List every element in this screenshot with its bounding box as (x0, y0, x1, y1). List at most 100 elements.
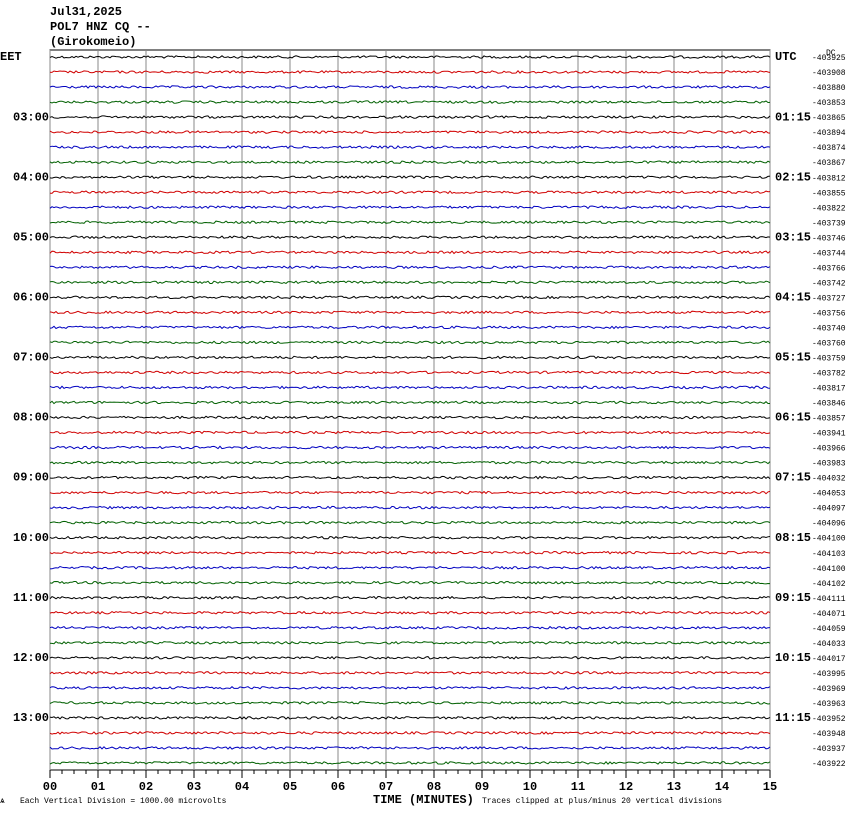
dc-value: -403766 (812, 264, 846, 273)
trace (49, 265, 771, 270)
dc-value: -404053 (812, 490, 846, 499)
header-line: (Girokomeio) (50, 35, 136, 49)
trace (49, 325, 771, 330)
trace (49, 280, 771, 285)
dc-value: -403995 (812, 670, 846, 679)
dc-label: DC (826, 49, 836, 58)
x-tick-label: 13 (667, 780, 681, 794)
trace (49, 761, 771, 765)
trace (49, 205, 771, 210)
x-tick-label: 10 (523, 780, 537, 794)
trace (49, 55, 771, 59)
dc-value: -404017 (812, 655, 846, 664)
left-time-label: 03:00 (13, 110, 49, 124)
trace (49, 295, 771, 300)
x-tick-label: 09 (475, 780, 489, 794)
footnote: Each Vertical Division = 1000.00 microvo… (20, 797, 227, 806)
trace (49, 490, 771, 495)
trace (49, 160, 771, 165)
dc-value: -404111 (812, 595, 846, 604)
left-time-label: 07:00 (13, 351, 49, 365)
trace (49, 655, 771, 660)
x-tick-label: 06 (331, 780, 345, 794)
right-time-label: 09:15 (775, 591, 811, 605)
dc-value: -403746 (812, 234, 846, 243)
dc-value: -403963 (812, 700, 846, 709)
trace (49, 716, 771, 720)
dc-value: -403857 (812, 415, 846, 424)
right-time-label: 07:15 (775, 471, 811, 485)
dc-value: -403865 (812, 114, 846, 123)
dc-value: -403925 (812, 54, 846, 63)
dc-value: -403952 (812, 715, 846, 724)
x-tick-label: 01 (91, 780, 105, 794)
trace (49, 70, 771, 74)
dc-value: -404103 (812, 550, 846, 559)
trace (49, 370, 771, 375)
x-axis-label: TIME (MINUTES) (373, 793, 474, 807)
trace (49, 475, 771, 480)
dc-value: -403822 (812, 204, 846, 213)
left-time-label: 12:00 (13, 651, 49, 665)
trace (49, 686, 771, 690)
footnote: Traces clipped at plus/minus 20 vertical… (482, 797, 722, 806)
x-tick-label: 12 (619, 780, 633, 794)
right-time-label: 06:15 (775, 411, 811, 425)
trace (49, 145, 771, 150)
x-tick-label: 05 (283, 780, 297, 794)
dc-value: -404097 (812, 505, 846, 514)
x-tick-label: 08 (427, 780, 441, 794)
dc-value: -404096 (812, 520, 846, 529)
trace (49, 625, 771, 630)
x-tick-label: 15 (763, 780, 777, 794)
dc-value: -404102 (812, 580, 846, 589)
trace (49, 385, 771, 390)
dc-value: -403894 (812, 129, 846, 138)
x-tick-label: 04 (235, 780, 249, 794)
trace (49, 610, 771, 615)
trace (49, 340, 771, 345)
x-tick-label: 14 (715, 780, 729, 794)
dc-value: -403739 (812, 219, 846, 228)
trace (49, 580, 771, 585)
dc-value: -403948 (812, 730, 846, 739)
right-time-label: 08:15 (775, 531, 811, 545)
trace (49, 445, 771, 450)
trace (49, 250, 771, 255)
dc-value: -404100 (812, 565, 846, 574)
left-time-label: 10:00 (13, 531, 49, 545)
x-tick-label: 00 (43, 780, 57, 794)
trace (49, 175, 771, 179)
left-time-label: 11:00 (13, 591, 49, 605)
trace (49, 190, 771, 195)
trace (49, 520, 771, 525)
dc-value: -403941 (812, 430, 846, 439)
right-time-label: 02:15 (775, 170, 811, 184)
trace (49, 355, 771, 360)
trace (49, 115, 771, 119)
trace (49, 235, 771, 240)
trace (49, 640, 771, 645)
left-time-label: 06:00 (13, 290, 49, 304)
right-time-label: 04:15 (775, 290, 811, 304)
dc-value: -403760 (812, 339, 846, 348)
trace (49, 746, 771, 750)
dc-value: -404032 (812, 475, 846, 484)
left-time-label: 09:00 (13, 471, 49, 485)
trace (49, 310, 771, 315)
dc-value: -403874 (812, 144, 846, 153)
x-tick-label: 07 (379, 780, 393, 794)
right-time-label: 11:15 (775, 711, 811, 725)
dc-value: -403812 (812, 174, 846, 183)
dc-value: -403966 (812, 445, 846, 454)
header-line: POL7 HNZ CQ -- (50, 20, 151, 34)
dc-value: -403855 (812, 189, 846, 198)
header-line: Jul31,2025 (50, 5, 122, 19)
trace (49, 400, 770, 405)
right-time-label: 03:15 (775, 230, 811, 244)
trace (49, 130, 771, 134)
dc-value: -403759 (812, 355, 846, 364)
trace (49, 565, 771, 570)
dc-value: -404100 (812, 535, 846, 544)
